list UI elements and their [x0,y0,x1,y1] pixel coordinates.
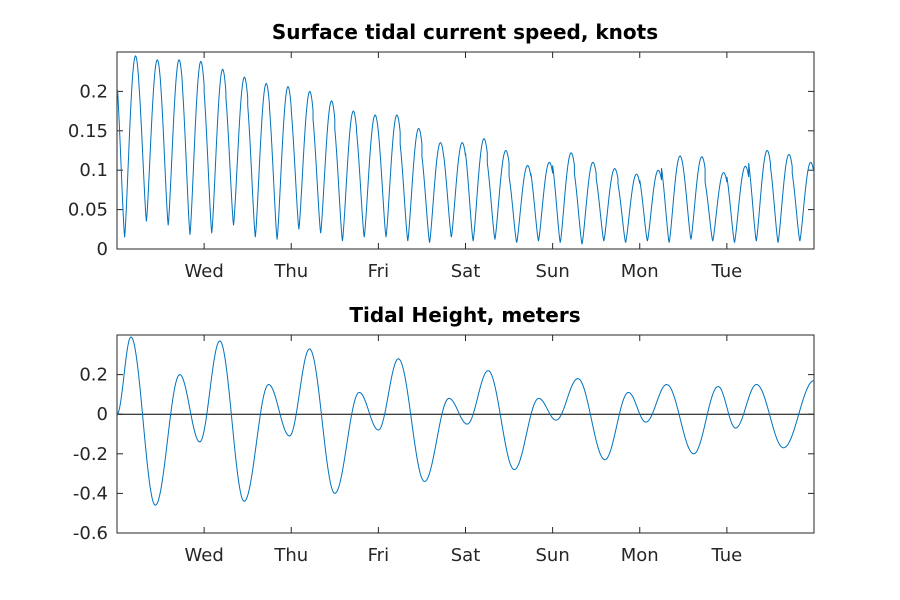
y-tick-label: 0.1 [79,160,108,181]
x-tick-label: Thu [273,545,308,566]
x-tick-label: Sun [536,545,570,566]
x-tick-label: Tue [711,545,743,566]
y-tick-label: 0.2 [79,365,108,386]
x-tick-label: Sat [451,545,481,566]
y-tick-label: 0.05 [68,200,108,221]
y-tick-label: 0 [97,404,108,425]
x-tick-label: Wed [185,261,224,282]
chart-title-tidal-height: Tidal Height, meters [349,303,580,327]
x-tick-label: Wed [185,545,224,566]
chart-title-current-speed: Surface tidal current speed, knots [272,20,658,44]
y-tick-label: 0.2 [79,81,108,102]
x-tick-label: Tue [711,261,743,282]
x-tick-label: Mon [621,545,659,566]
y-tick-label: -0.4 [73,483,108,504]
x-tick-label: Fri [368,261,389,282]
y-axis-current-speed: 0 0.05 0.1 0.15 0.2 [68,81,814,260]
y-axis-tidal-height: -0.6 -0.4 -0.2 0 0.2 [73,365,814,544]
x-tick-label: Fri [368,545,389,566]
current-speed-chart: Surface tidal current speed, knots 0 0.05… [68,20,815,282]
tidal-height-chart: Tidal Height, meters -0.6 -0.4 -0.2 0 0.2 We… [73,303,815,566]
y-tick-label: 0 [97,239,108,260]
y-tick-label: -0.6 [73,523,108,544]
x-tick-label: Thu [273,261,308,282]
x-tick-label: Sun [536,261,570,282]
x-axis-tidal-height: Wed Thu Fri Sat Sun Mon Tue [185,335,743,566]
series-line-current-speed [116,55,815,245]
x-tick-label: Mon [621,261,659,282]
x-tick-label: Sat [451,261,481,282]
x-axis-current-speed: Wed Thu Fri Sat Sun Mon Tue [185,52,743,282]
series-line-tidal-height [116,336,815,506]
y-tick-label: -0.2 [73,444,108,465]
y-tick-label: 0.15 [68,121,108,142]
axes-box-tidal-height [116,334,815,534]
